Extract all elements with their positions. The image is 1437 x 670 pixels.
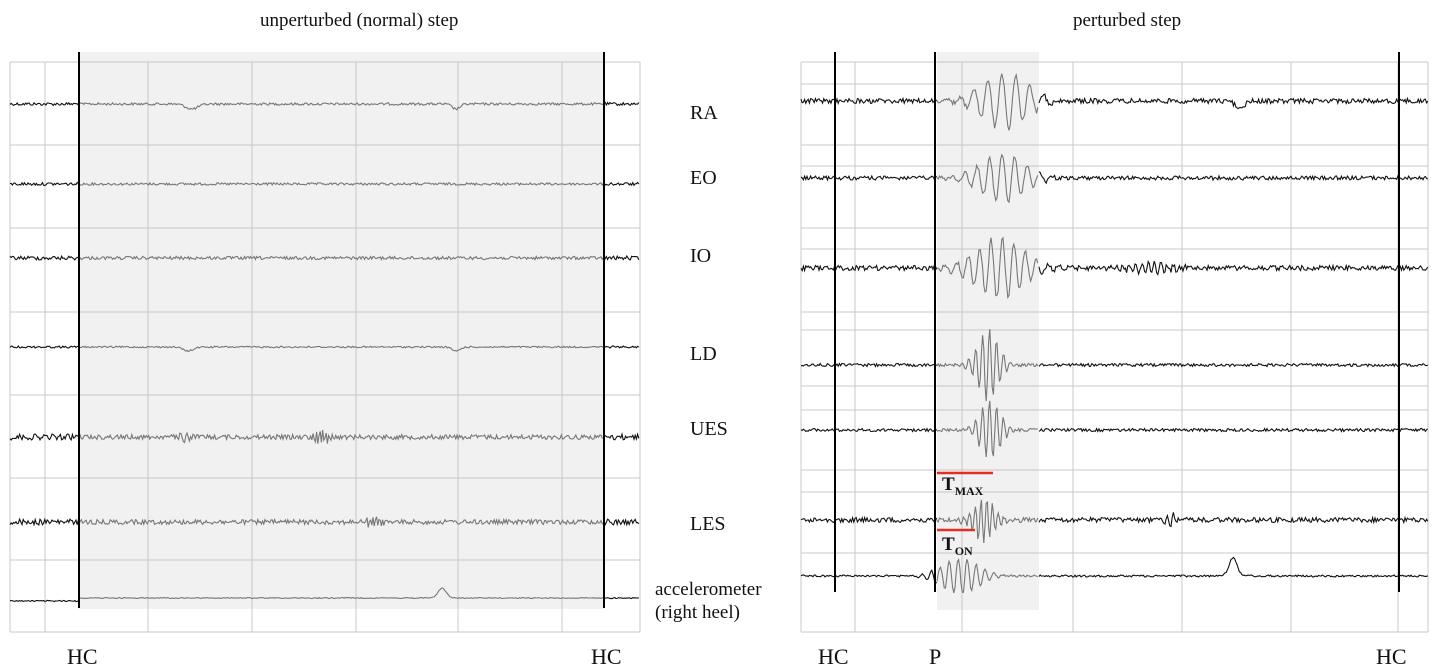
left-traces <box>9 101 640 603</box>
left-trace-les <box>78 516 604 528</box>
left-trace-eo <box>9 181 79 187</box>
perturbation-marker: P <box>929 644 942 669</box>
right-trace-io <box>936 236 1039 299</box>
left-trace-eo <box>78 181 604 187</box>
right-trace-ues <box>936 400 1038 458</box>
channel-label-les: LES <box>690 513 726 535</box>
channel-label-io: IO <box>690 245 712 267</box>
right-traces <box>800 72 1429 594</box>
left-trace-ld <box>603 345 640 349</box>
right-trace-ld <box>1038 362 1428 368</box>
t-on-label: TON <box>942 534 973 558</box>
left-hc-marker-2: HC <box>591 644 622 669</box>
right-trace-les <box>800 515 938 525</box>
left-trace-accelerometer <box>603 596 639 600</box>
right-trace-eo <box>936 153 1039 204</box>
right-trace-io <box>800 264 938 273</box>
right-hc-marker-2: HC <box>1376 644 1407 669</box>
left-trace-ues <box>603 431 640 442</box>
channel-label-ues: UES <box>690 418 728 440</box>
channel-label-eo: EO <box>690 167 717 189</box>
left-hc-marker-1: HC <box>67 644 98 669</box>
left-trace-io <box>603 254 640 261</box>
left-trace-ra <box>603 101 640 107</box>
right-trace-ld <box>800 362 938 368</box>
left-trace-ra <box>78 101 604 111</box>
accelerometer-label-line2: (right heel) <box>655 602 740 623</box>
left-panel-title: unperturbed (normal) step <box>260 10 459 31</box>
right-trace-accelerometer <box>936 558 1039 594</box>
channel-label-ra: RA <box>690 102 718 124</box>
channel-label-ld: LD <box>690 343 717 365</box>
right-trace-ra <box>936 72 1039 131</box>
left-trace-eo <box>603 181 640 187</box>
left-trace-io <box>9 254 79 261</box>
accelerometer-label-line1: accelerometer <box>655 579 762 600</box>
left-trace-ues <box>9 432 79 442</box>
perturbation-window-shading <box>937 52 1039 610</box>
left-trace-ra <box>9 101 79 107</box>
right-hc-marker-1: HC <box>818 644 849 669</box>
t-max-label: TMAX <box>942 474 984 498</box>
right-trace-ues <box>800 427 938 433</box>
left-trace-ld <box>9 345 79 349</box>
right-trace-les <box>1038 512 1429 528</box>
right-trace-ra <box>1038 93 1429 110</box>
right-trace-ra <box>800 96 938 106</box>
right-trace-ld <box>936 328 1039 402</box>
left-trace-accelerometer <box>78 587 604 600</box>
left-trace-les <box>9 517 79 527</box>
right-trace-eo <box>1038 171 1429 185</box>
left-trace-io <box>78 255 604 261</box>
right-trace-io <box>1038 260 1429 276</box>
right-trace-accelerometer <box>1038 556 1429 578</box>
right-trace-les <box>936 499 1039 544</box>
accelerometer-label: accelerometer (right heel) <box>655 578 762 624</box>
left-trace-ues <box>78 429 604 445</box>
right-trace-ues <box>1038 427 1429 433</box>
right-grid <box>800 61 1429 633</box>
left-trace-les <box>603 517 640 527</box>
right-trace-accelerometer <box>800 569 938 585</box>
left-step-shading <box>79 52 604 609</box>
left-trace-accelerometer <box>9 599 79 603</box>
left-trace-ld <box>78 345 604 353</box>
right-trace-eo <box>800 174 938 182</box>
right-panel-title: perturbed step <box>1073 10 1182 31</box>
